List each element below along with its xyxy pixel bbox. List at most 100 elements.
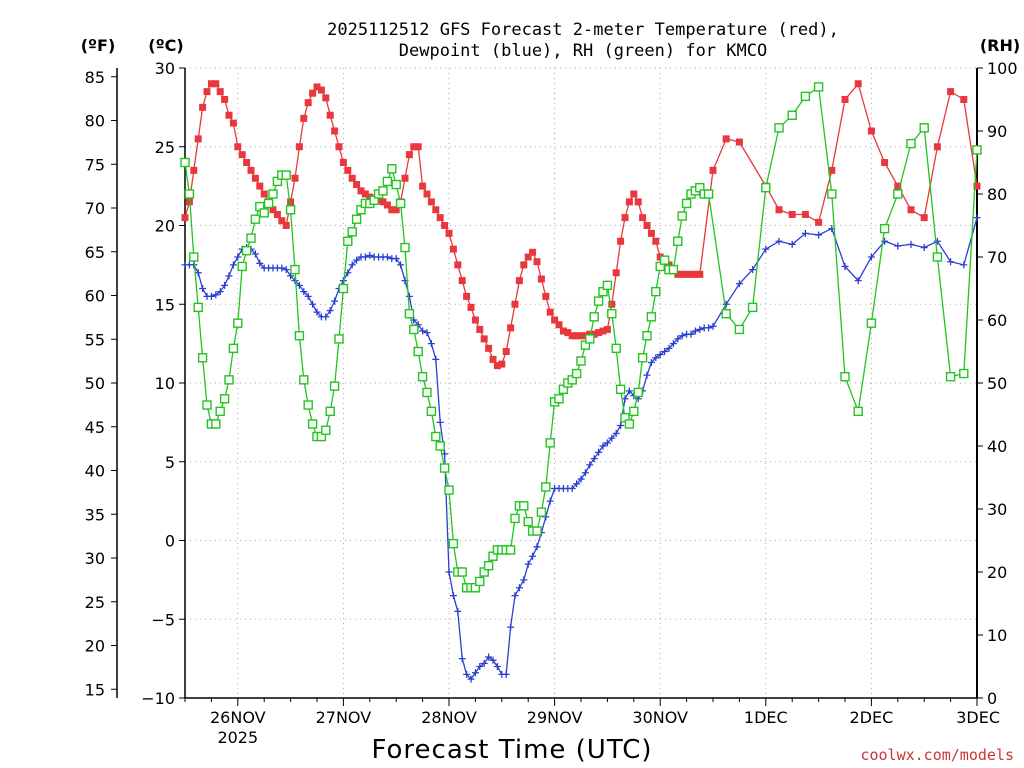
temperature-point [643,222,651,229]
dewpoint-point [643,371,651,379]
dewpoint-point [225,272,233,280]
dewpoint-point [524,560,532,568]
temperature-point [410,143,418,151]
rh-point [193,302,203,313]
dewpoint-point [661,348,669,355]
rh-point [237,261,247,272]
x-tick-label: 3DEC [956,708,1000,727]
temperature-point [419,182,427,190]
dewpoint-point [568,485,576,493]
rh-point [541,482,551,492]
temperature-point [383,201,391,209]
x-tick-label: 29NOV [527,708,583,727]
temperature-point [595,329,603,337]
rh-point [444,485,454,495]
dewpoint-point [652,354,660,362]
dewpoint-point [449,592,457,600]
temperature-point [524,253,532,261]
rh-point [299,375,309,385]
rh-tick-label: 10 [987,626,1007,645]
rh-tick-label: 90 [987,122,1007,141]
x-tick-label: 1DEC [744,708,788,727]
temperature-point [212,80,220,88]
dewpoint-point [801,229,809,237]
temperature-point [634,198,642,206]
temperature-point [493,362,501,370]
temperature-point [467,303,475,311]
rh-point [774,123,784,133]
dewpoint-point [625,387,633,395]
rh-point [457,567,467,577]
temperature-point [691,270,699,278]
temperature-point [256,182,264,190]
dewpoint-point [722,300,730,308]
fahrenheit-tick-label: 25 [85,593,105,612]
temperature-point [788,210,796,218]
dewpoint-point [216,288,224,296]
temperature-point [881,159,889,166]
rh-point [180,157,190,168]
temperature-point [326,111,334,119]
fahrenheit-tick-label: 85 [85,68,105,87]
temperature-point [683,270,691,278]
temperature-point [511,300,519,308]
rh-point [637,353,648,363]
dewpoint-point [647,359,655,367]
rh-point [307,419,318,429]
dewpoint-point [520,576,528,584]
dewpoint-point [353,256,361,264]
dewpoint-point [361,253,369,261]
temperature-point [647,229,655,237]
rh-point [633,387,643,398]
temperature-point [498,360,506,368]
temperature-point [304,99,312,107]
rh-point [338,283,349,294]
rh-point [602,280,613,291]
x-axis-label: Forecast Time (UTC) [371,735,652,765]
rh-point [611,343,621,354]
rh-point [827,189,837,199]
temperature-point [203,88,211,96]
x-tick-label: 2DEC [850,708,894,727]
temperature-point [555,321,563,329]
dewpoint-point [762,245,770,253]
chart-title-line-2: Dewpoint (blue), RH (green) for KMCO [399,41,767,61]
rh-point [435,441,445,451]
temperature-point [291,174,299,182]
temperature-point [449,245,457,253]
rh-point [681,198,692,209]
x-tick-sublabel: 2025 [217,728,258,747]
dewpoint-point [304,292,312,300]
rh-point [747,302,758,313]
rh-point [932,252,943,262]
dewpoint-point [529,552,537,560]
dewpoint-point [581,469,589,477]
rh-point [395,198,406,209]
rh-point [215,406,225,417]
temperature-point [353,181,361,189]
rh-tick-label: 70 [987,248,1007,267]
temperature-point [722,135,730,143]
grid-lines [185,67,978,699]
rh-point [413,346,423,357]
temperature-point [225,111,233,119]
rh-point [228,343,239,354]
temperature-point [815,218,823,226]
dewpoint-point [788,240,796,248]
rh-point [400,242,410,253]
fahrenheit-tick-label: 20 [85,637,105,656]
dewpoint-point [735,280,743,288]
temperature-point [502,348,510,355]
dewpoint-point [590,455,598,463]
rh-point [576,356,586,366]
temperature-point [339,159,347,166]
dewpoint-point [608,434,616,442]
temperature-point [590,330,598,338]
rh-point [343,236,353,246]
temperature-point [309,89,317,97]
rh-point [571,368,582,379]
dewpoint-point [229,261,237,269]
rh-point [334,334,344,344]
temperature-point [392,206,400,214]
